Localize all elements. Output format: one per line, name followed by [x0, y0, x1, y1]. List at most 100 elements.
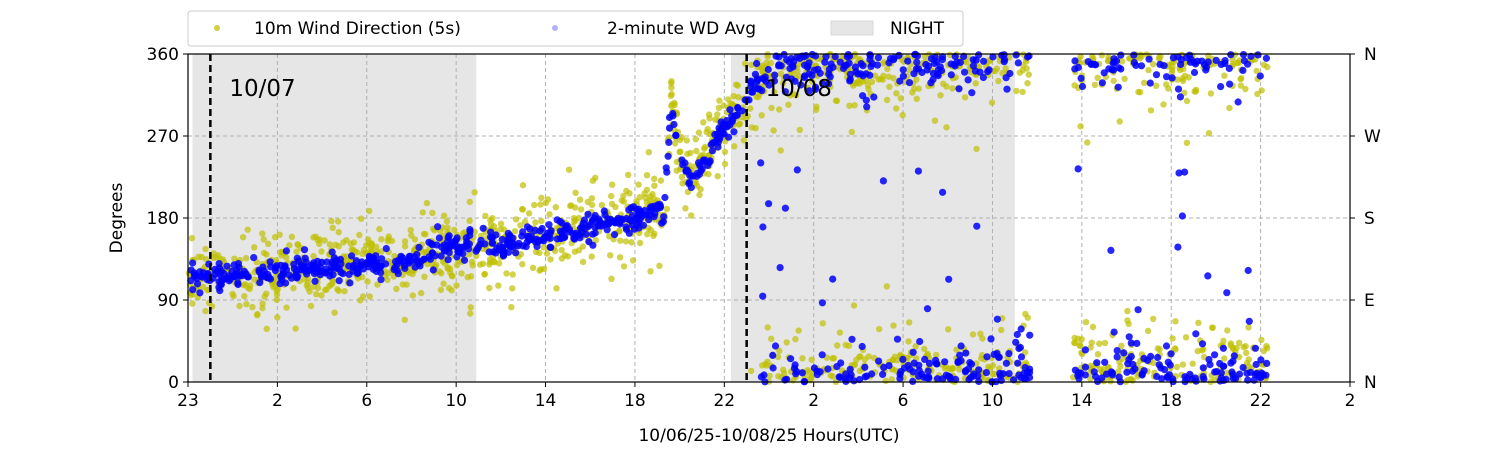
wind-direction-2min-avg-point — [356, 261, 365, 269]
wind-direction-2min-avg-point — [488, 239, 496, 247]
wind-direction-5s-point — [497, 220, 505, 227]
wind-direction-5s-point — [1071, 339, 1078, 346]
wind-direction-5s-point — [1098, 52, 1106, 59]
wind-direction-5s-point — [576, 196, 584, 203]
wind-direction-2min-avg-point — [1075, 375, 1083, 383]
wind-direction-5s-point — [531, 201, 538, 209]
wind-direction-2min-avg-point — [781, 88, 790, 96]
wind-direction-2min-avg-point — [473, 245, 481, 253]
wind-direction-5s-point — [538, 194, 545, 201]
wind-direction-2min-avg-point — [234, 279, 242, 287]
wind-direction-2min-avg-point — [1227, 51, 1235, 59]
wind-direction-5s-point — [1150, 315, 1157, 323]
wind-direction-2min-avg-point — [961, 68, 969, 76]
wind-direction-2min-avg-point — [995, 353, 1003, 361]
wind-direction-5s-point — [941, 365, 949, 372]
wind-direction-2min-avg-point — [1024, 53, 1032, 61]
wind-direction-5s-point — [310, 252, 317, 260]
wind-direction-2min-avg-point — [302, 263, 310, 271]
wind-direction-2min-avg-point — [790, 364, 799, 372]
wind-direction-2min-avg-point — [819, 80, 827, 88]
wind-direction-5s-point — [636, 194, 643, 201]
wind-direction-2min-avg-point — [979, 73, 988, 82]
wind-direction-2min-avg-point — [931, 53, 939, 61]
wind-direction-5s-point — [1179, 361, 1187, 368]
wind-direction-5s-point — [607, 252, 614, 259]
wind-direction-2min-avg-point — [437, 252, 445, 260]
wind-direction-2min-avg-point — [687, 183, 695, 192]
wind-direction-2min-avg-point — [1145, 55, 1153, 63]
wind-direction-2min-avg-point — [665, 113, 674, 122]
wind-direction-2min-avg-point — [553, 216, 561, 224]
wind-direction-2min-avg-point — [717, 118, 725, 126]
wind-direction-2min-avg-point — [1015, 344, 1023, 353]
wind-direction-5s-point — [293, 248, 300, 255]
wind-direction-2min-avg-point — [1110, 328, 1118, 336]
wind-direction-5s-point — [703, 128, 710, 136]
wind-direction-2min-avg-point — [1181, 168, 1189, 176]
wind-direction-5s-point — [451, 226, 458, 234]
wind-direction-5s-point — [893, 90, 900, 97]
wind-direction-5s-point — [759, 68, 766, 75]
wind-direction-2min-avg-point — [652, 204, 660, 212]
wind-direction-2min-avg-point — [771, 71, 779, 79]
wind-direction-2min-avg-point — [499, 252, 508, 260]
x-tick-label: 2 — [808, 391, 819, 411]
wind-direction-5s-point — [1154, 345, 1162, 352]
x-tick-label: 22 — [1250, 391, 1272, 411]
wind-direction-5s-point — [620, 192, 627, 200]
wind-direction-5s-point — [577, 206, 585, 213]
y-axis-label: Degrees — [107, 182, 127, 253]
wind-direction-5s-point — [625, 171, 632, 179]
wind-direction-2min-avg-point — [847, 371, 855, 379]
wind-direction-2min-avg-point — [765, 200, 773, 208]
wind-direction-2min-avg-point — [560, 233, 569, 242]
wind-direction-2min-avg-point — [850, 377, 858, 385]
wind-direction-5s-point — [666, 134, 673, 141]
wind-direction-2min-avg-point — [951, 52, 959, 61]
wind-direction-2min-avg-point — [954, 358, 962, 366]
wind-direction-2min-avg-point — [465, 240, 473, 248]
wind-direction-2min-avg-point — [909, 348, 917, 356]
wind-direction-5s-point — [307, 302, 315, 310]
wind-direction-5s-point — [795, 73, 803, 80]
wind-direction-2min-avg-point — [628, 221, 637, 229]
legend-label-night: NIGHT — [890, 19, 945, 39]
wind-direction-5s-point — [1019, 88, 1026, 96]
wind-direction-2min-avg-point — [522, 243, 530, 251]
wind-direction-5s-point — [943, 124, 950, 131]
wind-direction-5s-point — [688, 212, 695, 219]
wind-direction-2min-avg-point — [925, 62, 933, 70]
wind-direction-2min-avg-point — [769, 364, 777, 372]
wind-direction-2min-avg-point — [327, 263, 335, 271]
wind-direction-2min-avg-point — [831, 53, 839, 61]
wind-direction-5s-point — [777, 147, 784, 154]
wind-direction-2min-avg-point — [803, 63, 812, 71]
wind-direction-5s-point — [283, 254, 290, 261]
wind-direction-2min-avg-point — [859, 62, 867, 70]
wind-direction-5s-point — [429, 209, 436, 217]
wind-direction-2min-avg-point — [805, 87, 813, 95]
wind-direction-5s-point — [588, 195, 596, 202]
wind-direction-5s-point — [449, 273, 456, 280]
wind-direction-5s-point — [656, 262, 663, 269]
wind-direction-2min-avg-point — [1212, 56, 1220, 64]
wind-direction-2min-avg-point — [1217, 83, 1225, 91]
wind-direction-2min-avg-point — [798, 369, 807, 377]
wind-direction-5s-point — [616, 254, 624, 261]
wind-direction-2min-avg-point — [310, 265, 318, 273]
wind-direction-2min-avg-point — [515, 239, 523, 247]
wind-direction-5s-point — [1172, 346, 1179, 353]
wind-direction-5s-point — [617, 237, 624, 244]
wind-direction-2min-avg-point — [1107, 246, 1115, 254]
wind-direction-5s-point — [851, 361, 858, 368]
wind-direction-5s-point — [832, 97, 840, 104]
wind-direction-2min-avg-point — [260, 267, 268, 275]
wind-direction-5s-point — [1174, 76, 1181, 83]
wind-direction-5s-point — [776, 106, 783, 113]
wind-direction-5s-point — [564, 253, 572, 260]
wind-direction-2min-avg-point — [543, 229, 551, 237]
wind-direction-2min-avg-point — [811, 85, 820, 93]
wind-direction-5s-point — [628, 239, 635, 246]
wind-direction-5s-point — [271, 233, 279, 241]
